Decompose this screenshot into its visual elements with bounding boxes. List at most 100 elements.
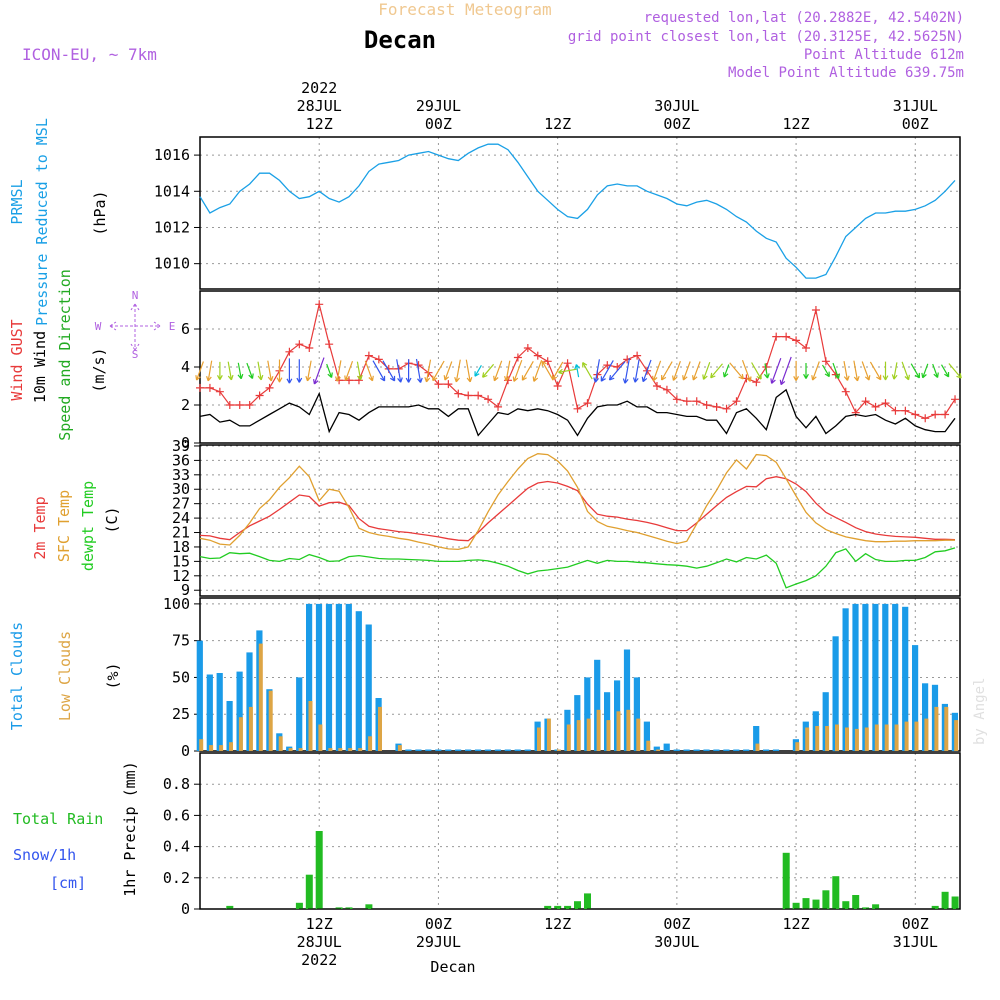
gust-marker <box>196 383 204 392</box>
gust-marker <box>444 380 453 389</box>
model-altitude: Model Point Altitude 639.75m <box>728 65 964 81</box>
rain-bar <box>812 899 820 909</box>
total-cloud-bar <box>772 749 780 751</box>
total-cloud-bar <box>633 677 640 751</box>
total-cloud-bar <box>683 749 690 751</box>
gust-marker <box>374 355 383 364</box>
temperature-y-tick-label: 24 <box>172 509 190 527</box>
low-cloud-bar <box>537 727 541 751</box>
gust-marker <box>533 351 542 360</box>
bottom-time-label: 2022 <box>301 951 337 969</box>
wind-direction-arrow <box>661 361 673 381</box>
gust-marker <box>215 387 224 396</box>
model-label: ICON-EU, ~ 7km <box>22 45 157 64</box>
low-cloud-bar <box>546 718 551 751</box>
wind-direction-arrow <box>948 363 962 379</box>
wind-direction-arrow <box>692 361 701 381</box>
rain-bar <box>852 895 860 909</box>
wind-speed-line <box>199 388 956 437</box>
wind-direction-arrow <box>641 359 652 383</box>
wind-direction-arrow <box>424 359 432 383</box>
panels-group: 1010 1012 1014 1016 PRMSL Pressure Reduced to… <box>8 118 962 918</box>
location-name: Decan <box>364 26 436 54</box>
wind-direction-arrow <box>305 360 312 382</box>
top-time-label: 00Z <box>902 115 929 133</box>
gust-marker <box>901 406 910 415</box>
bottom-time-label: 31JUL <box>893 933 938 951</box>
gust-marker <box>871 402 880 411</box>
total-cloud-bar <box>653 746 660 751</box>
total-cloud-bar <box>703 749 710 751</box>
low-cloud-bar <box>845 727 849 751</box>
low-cloud-bar <box>864 727 869 751</box>
legend-snow: Snow/1h <box>13 846 76 864</box>
gust-marker <box>931 410 940 419</box>
low-cloud-bar <box>308 701 313 751</box>
gust-marker <box>474 391 483 400</box>
wind-direction-arrow <box>710 363 723 379</box>
watermark: by Angel <box>972 678 988 745</box>
precip-y-tick-label: 0.8 <box>163 775 190 793</box>
total-cloud-bar <box>842 608 849 751</box>
gust-marker <box>513 353 522 362</box>
wind-direction-arrow <box>770 357 782 384</box>
wind-y-tick-label: 2 <box>181 396 190 414</box>
gust-marker <box>205 383 214 392</box>
wind-direction-arrow <box>276 359 283 383</box>
bottom-time-label: 28JUL <box>297 933 342 951</box>
gust-marker <box>503 376 512 385</box>
gust-marker <box>315 300 324 309</box>
low-cloud-bar <box>616 711 621 751</box>
wind-direction-arrow <box>415 358 423 383</box>
gust-marker <box>821 357 830 366</box>
gust-marker <box>285 347 294 356</box>
top-time-label: 29JUL <box>416 97 461 115</box>
precip-y-tick-label: 0.6 <box>163 806 190 824</box>
wind-direction-arrow <box>779 356 792 386</box>
gust-marker <box>623 355 632 364</box>
wind-direction-arrow <box>382 360 396 382</box>
wind-direction-arrow <box>504 360 511 382</box>
wind-y-tick-label: 4 <box>181 358 190 376</box>
gust-marker <box>633 351 642 360</box>
wind-direction-arrow <box>672 360 681 381</box>
wind-direction-arrow <box>763 363 770 379</box>
wind-direction-arrow <box>541 360 554 381</box>
wind-direction-arrow <box>932 363 939 378</box>
wind-direction-arrow <box>432 360 445 382</box>
clouds-y-tick-label: 50 <box>172 668 190 686</box>
temperature-y-tick-label: 27 <box>172 495 190 513</box>
total-cloud-bar <box>733 749 740 751</box>
wind-direction-arrow <box>622 358 630 384</box>
wind-direction-arrow <box>793 360 800 381</box>
wind-direction-arrow <box>741 359 752 382</box>
clouds-y-tick-label: 75 <box>172 632 190 650</box>
total-cloud-bar <box>465 749 472 751</box>
temperature-y-tick-label: 9 <box>181 581 190 599</box>
wind-direction-arrow <box>246 362 254 379</box>
rain-bar <box>554 905 562 909</box>
low-cloud-bar <box>656 749 661 751</box>
rain-bar <box>295 902 303 909</box>
gust-marker <box>772 332 781 341</box>
total-cloud-bar <box>435 749 442 751</box>
total-cloud-bar <box>902 606 909 751</box>
wind-direction-arrow <box>364 360 374 382</box>
temperature-y-tick-label: 12 <box>172 567 190 585</box>
y-axis-label: Low Clouds <box>56 631 74 721</box>
wind-direction-arrow <box>512 359 523 382</box>
wind-direction-arrow <box>521 361 534 381</box>
wind-direction-arrow <box>356 361 363 381</box>
gust-marker <box>692 397 701 406</box>
total-cloud-bar <box>206 674 213 751</box>
low-cloud-bar <box>288 748 293 751</box>
total-cloud-bar <box>306 603 313 751</box>
gust-marker <box>702 401 711 409</box>
rain-bar <box>544 905 552 909</box>
wind-direction-arrow <box>195 361 204 381</box>
rain-bar <box>792 902 800 909</box>
total-cloud-bar <box>226 701 233 751</box>
total-cloud-bar <box>594 659 601 751</box>
low-cloud-bar <box>835 724 839 751</box>
low-cloud-bar <box>795 742 800 751</box>
